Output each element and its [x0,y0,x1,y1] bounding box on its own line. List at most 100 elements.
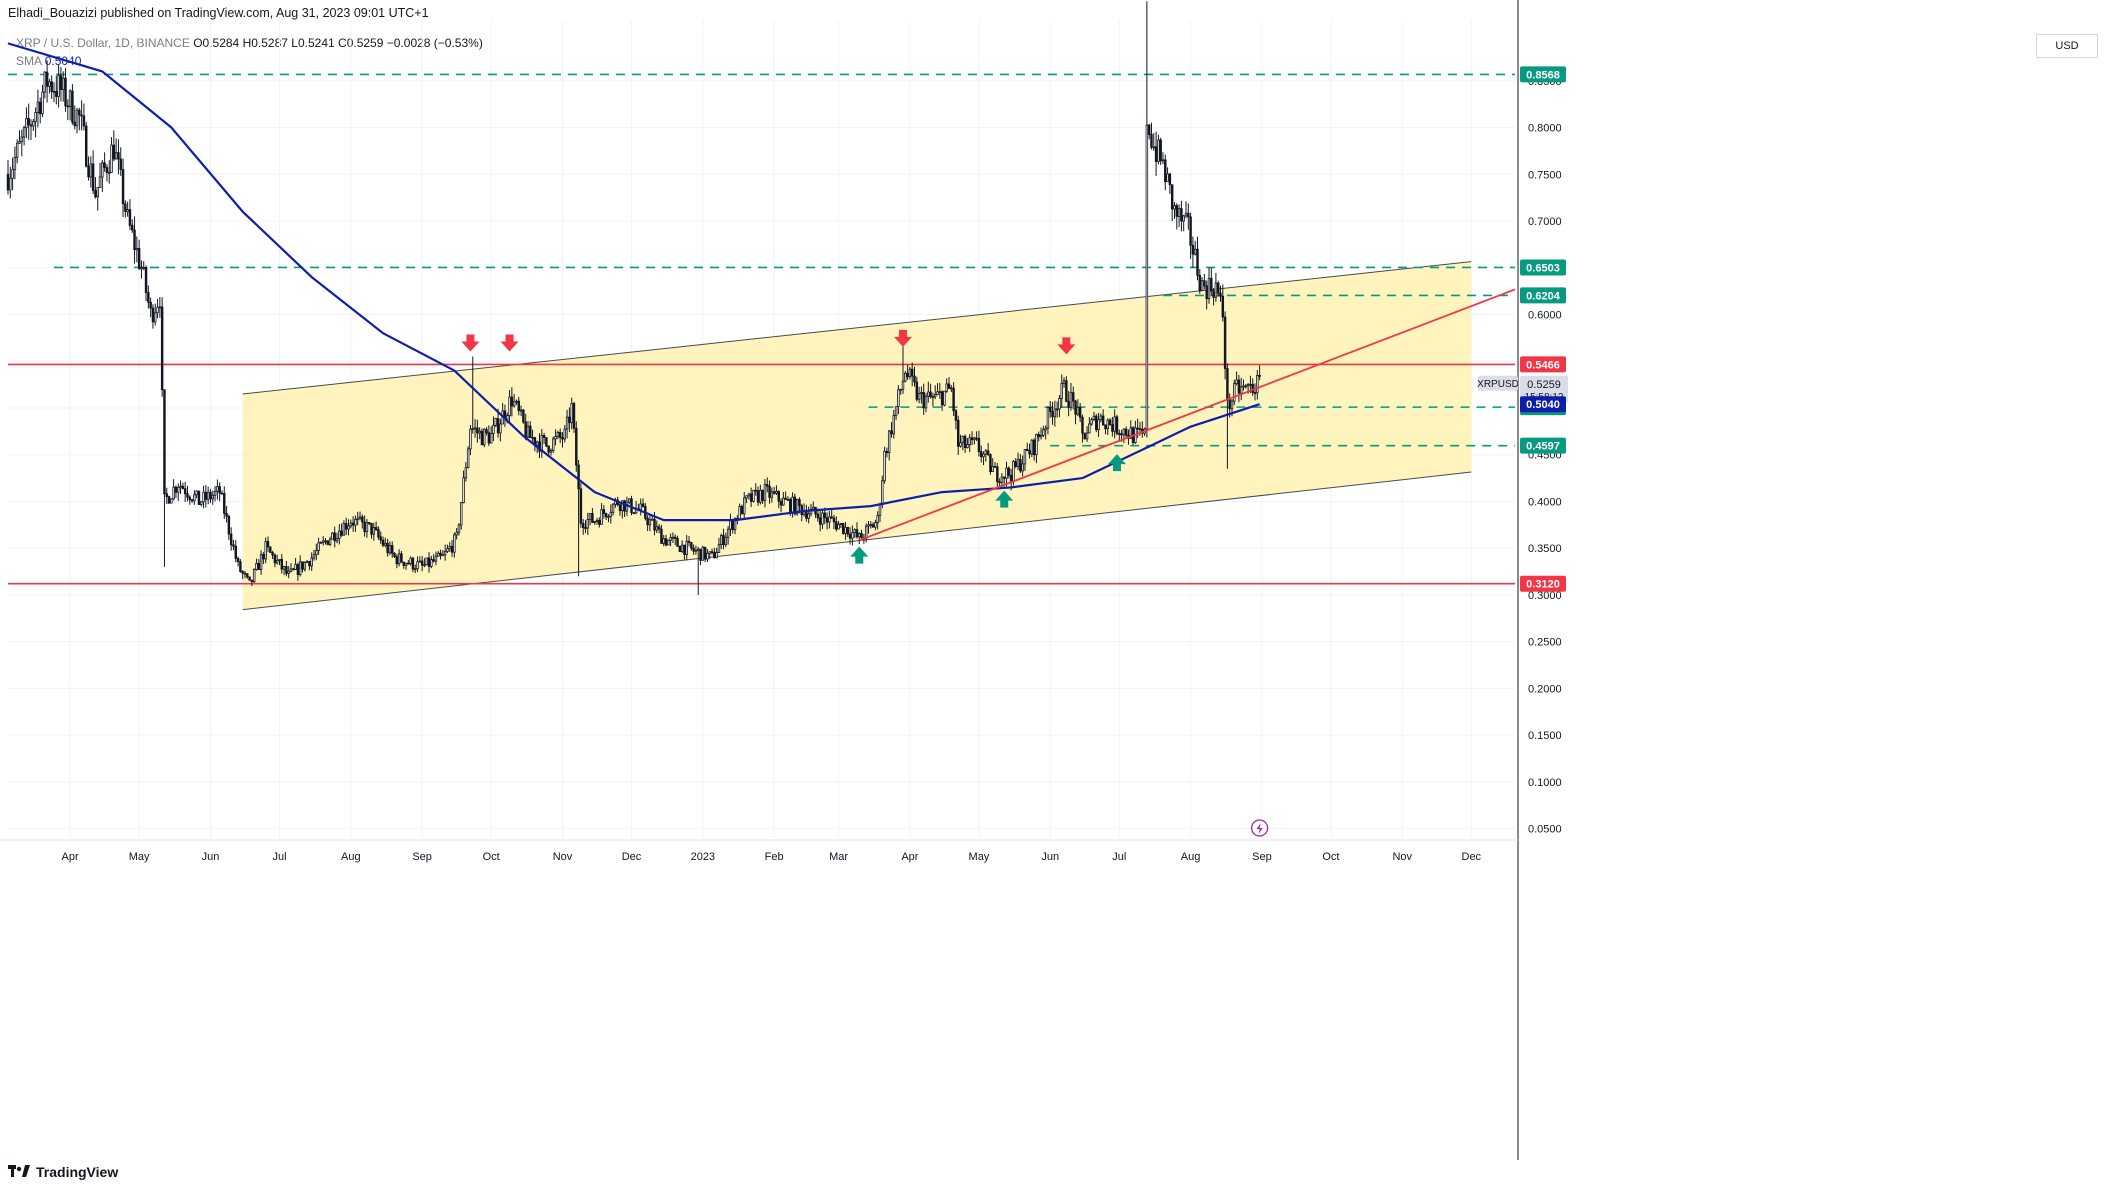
candle-body [361,516,364,523]
candle-body [469,428,472,450]
candle-body [759,489,762,503]
candle-body [1083,432,1086,440]
x-tick-label: Jun [1041,851,1059,863]
candle-body [512,401,516,407]
candle-body [570,403,573,424]
candle-body [899,388,902,391]
candle-body [227,515,231,535]
candle-body [869,524,873,526]
candle-body [264,541,267,560]
candle-body [892,414,896,435]
candle-body [717,544,721,553]
candle-body [206,491,210,500]
candle-body [996,466,999,483]
candle-body [816,513,820,519]
candle-body [577,464,580,490]
candle-body [782,497,785,506]
candle-body [1120,433,1123,436]
candle-body [517,400,520,411]
x-tick-label: Apr [901,851,918,863]
candle-body [851,532,854,539]
down-arrow-icon [893,329,912,347]
x-tick-label: Sep [412,851,432,863]
candle-body [137,248,141,269]
candle-body [993,465,997,468]
currency-button[interactable]: USD [2036,34,2098,58]
candle-body [1228,399,1231,410]
candle-body [1072,392,1075,402]
candle-body [607,516,610,518]
candle-body [344,523,348,530]
candle-body [365,522,369,533]
candle-body [657,526,661,530]
candle-body [1129,427,1133,439]
channel-fill [242,261,1472,610]
candle-body [181,485,185,490]
candle-body [678,545,682,552]
candle-body [701,546,705,561]
candle-body [223,493,226,514]
candle-body [386,542,389,554]
candle-body [1205,285,1208,300]
candle-body [547,445,550,453]
candle-body [1147,124,1151,135]
candle-body [1074,400,1077,415]
candle-body [1046,407,1050,429]
candle-body [1164,159,1167,183]
candle-body [464,467,468,479]
candle-body [1168,173,1172,186]
candle-body [128,209,132,226]
candle-body [381,539,385,546]
candle-body [310,557,313,567]
candle-body [1237,379,1241,394]
candle-body [763,484,767,501]
candle-body [1242,385,1245,388]
candle-body [1221,295,1225,318]
candle-body [476,427,479,434]
candle-body [508,396,511,417]
candle-body [784,497,787,500]
candle-body [752,489,755,502]
candle-body [257,563,261,570]
candle-body [236,557,240,563]
candle-body [731,520,734,531]
candle-body [78,109,81,116]
support-trendline [858,288,1516,542]
candle-body [1193,248,1197,255]
candle-body [294,564,297,570]
candle-body [609,511,613,517]
candle-body [402,561,405,566]
candle-body [1191,244,1195,255]
candle-body [1000,476,1004,483]
candle-body [710,551,714,554]
candle-body [673,536,677,539]
x-tick-label: Oct [1322,851,1339,863]
candle-body [282,566,286,570]
candle-body [220,492,224,495]
candle-body [945,383,948,392]
candle-body [775,491,778,494]
candle-body [922,392,925,409]
candle-body [791,496,794,513]
x-tick-label: Nov [553,851,573,863]
candle-body [671,536,675,539]
candle-body [1051,411,1054,418]
high-label: H [242,36,252,50]
candle-body [1088,423,1091,434]
candle-body [952,387,955,412]
candle-body [404,562,408,566]
candle-body [887,430,891,454]
candle-body [627,498,631,503]
candle-body [1246,384,1250,387]
candle-body [579,488,583,524]
candle-body [1214,282,1218,298]
candle-body [660,528,663,544]
candle-body [740,505,744,515]
candle-body [954,410,958,421]
chart-legend: XRP / U.S. Dollar, 1D, BINANCE O0.5284 H… [16,34,483,70]
candle-body [1062,380,1066,384]
candle-body [687,540,691,543]
candle-body [358,516,362,519]
candle-body [733,517,737,531]
